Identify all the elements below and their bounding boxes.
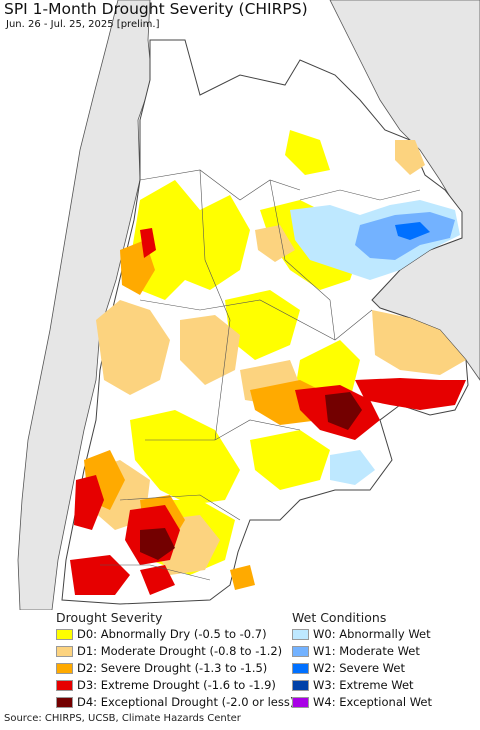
legend-label-w4: W4: Exceptional Wet [313, 695, 432, 709]
chile-land [17, 0, 153, 611]
source-credit: Source: CHIRPS, UCSB, Climate Hazards Ce… [4, 713, 241, 724]
legend-swatch-d1 [56, 645, 73, 657]
legend-swatch-d2 [56, 662, 73, 674]
wet-areas [290, 200, 460, 485]
legend-swatch-w2 [292, 662, 309, 674]
drought-map [17, 0, 480, 611]
wet-legend-heading: Wet Conditions [292, 610, 387, 625]
legend-label-w1: W1: Moderate Wet [313, 644, 420, 658]
legend-swatch-w4 [292, 696, 309, 708]
map-canvas [17, 0, 480, 611]
legend-label-d0: D0: Abnormally Dry (-0.5 to -0.7) [77, 627, 267, 641]
legend-swatch-w0 [292, 628, 309, 640]
legend-item-d4: D4: Exceptional Drought (-2.0 or less) [56, 695, 294, 709]
legend-item-w2: W2: Severe Wet [292, 661, 405, 675]
legend-label-d4: D4: Exceptional Drought (-2.0 or less) [77, 695, 295, 709]
legend-item-w1: W1: Moderate Wet [292, 644, 420, 658]
legend-swatch-d0 [56, 628, 73, 640]
legend-item-d3: D3: Extreme Drought (-1.6 to -1.9) [56, 678, 276, 692]
legend-label-w3: W3: Extreme Wet [313, 678, 414, 692]
legend-label-d3: D3: Extreme Drought (-1.6 to -1.9) [77, 678, 276, 692]
legend-item-w4: W4: Exceptional Wet [292, 695, 432, 709]
legend-swatch-d4 [56, 696, 73, 708]
legend-item-d1: D1: Moderate Drought (-0.8 to -1.2) [56, 644, 282, 658]
legend-item-w3: W3: Extreme Wet [292, 678, 414, 692]
legend-label-d1: D1: Moderate Drought (-0.8 to -1.2) [77, 644, 283, 658]
legend-item-w0: W0: Abnormally Wet [292, 627, 431, 641]
d4-areas [140, 392, 362, 560]
admin-borders [100, 169, 421, 581]
legend-swatch-w3 [292, 679, 309, 691]
legend-item-d0: D0: Abnormally Dry (-0.5 to -0.7) [56, 627, 267, 641]
legend-label-w0: W0: Abnormally Wet [313, 627, 431, 641]
legend-swatch-d3 [56, 679, 73, 691]
legend-item-d2: D2: Severe Drought (-1.3 to -1.5) [56, 661, 267, 675]
map-title: SPI 1-Month Drought Severity (CHIRPS) [4, 0, 308, 18]
legend-label-d2: D2: Severe Drought (-1.3 to -1.5) [77, 661, 268, 675]
legend-label-w2: W2: Severe Wet [313, 661, 405, 675]
legend-swatch-w1 [292, 645, 309, 657]
map-subtitle: Jun. 26 - Jul. 25, 2025 [prelim.] [6, 19, 160, 30]
drought-legend-heading: Drought Severity [56, 610, 163, 625]
